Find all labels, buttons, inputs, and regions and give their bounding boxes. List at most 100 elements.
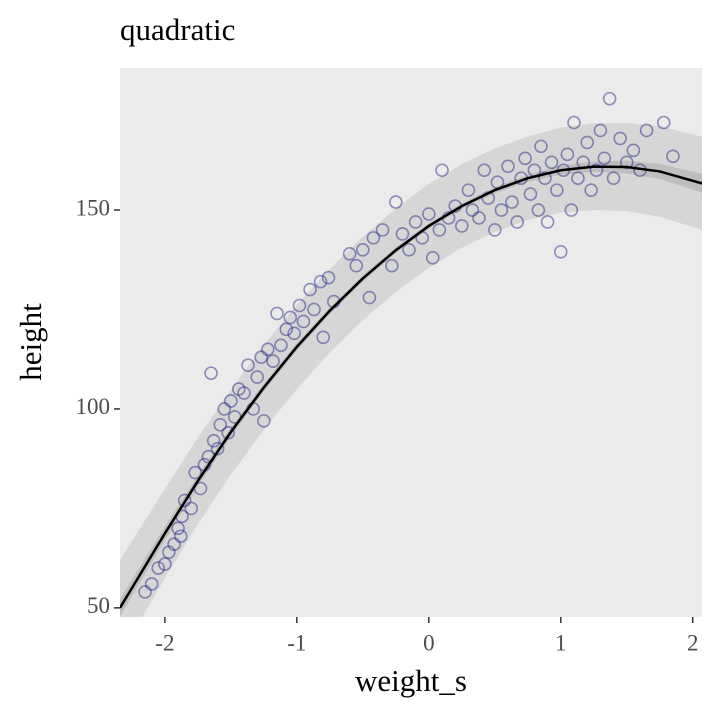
point [184, 501, 199, 516]
point [501, 159, 515, 174]
point [656, 115, 671, 130]
point [321, 270, 336, 285]
point [151, 561, 166, 575]
point [602, 91, 617, 106]
point [349, 258, 364, 273]
chart-title: quadratic [120, 12, 235, 47]
point [221, 426, 236, 440]
x-tick-label: -1 [287, 630, 306, 655]
x-tick-label: 1 [555, 630, 567, 655]
y-tick-label: 150 [76, 195, 111, 220]
point [465, 203, 480, 217]
point [204, 366, 218, 380]
point [162, 545, 176, 559]
point [224, 394, 238, 408]
point [167, 537, 181, 551]
point [366, 231, 381, 245]
point [488, 223, 502, 237]
point [316, 330, 331, 345]
point [257, 414, 271, 428]
point [356, 243, 370, 257]
point [171, 521, 185, 536]
point [362, 290, 377, 305]
point [432, 223, 447, 237]
point [296, 314, 311, 329]
point [580, 135, 594, 150]
point [639, 123, 654, 138]
point [158, 557, 172, 571]
point [518, 151, 532, 166]
point [292, 298, 307, 313]
point [173, 529, 188, 544]
point [425, 250, 440, 265]
y-tick-label: 50 [87, 593, 110, 618]
point [307, 302, 321, 317]
point [408, 215, 423, 229]
point [231, 382, 246, 396]
point [375, 223, 390, 237]
point [564, 203, 579, 217]
x-tick-label: -2 [155, 630, 174, 655]
point [241, 358, 255, 372]
point [560, 147, 575, 162]
point [477, 163, 492, 178]
point [584, 183, 598, 197]
point [613, 131, 627, 146]
point [385, 258, 399, 273]
plot-area [120, 91, 702, 617]
point [213, 418, 228, 432]
x-axis-title: weight_s [355, 663, 467, 698]
point [553, 244, 568, 259]
point [626, 143, 641, 158]
point [144, 577, 159, 591]
y-tick-label: 100 [76, 394, 111, 419]
point [666, 149, 680, 164]
point [544, 155, 559, 170]
point [177, 493, 192, 508]
point [472, 211, 486, 225]
point [395, 227, 410, 241]
point [523, 187, 538, 201]
point [534, 139, 548, 154]
point [206, 433, 221, 448]
point [593, 123, 608, 138]
point [455, 219, 469, 233]
x-tick-label: 2 [687, 630, 699, 655]
point [461, 183, 476, 197]
point [342, 246, 357, 261]
point [422, 207, 436, 221]
point [237, 386, 251, 400]
point [571, 171, 585, 185]
point [266, 354, 280, 368]
point [389, 195, 403, 209]
point [540, 215, 555, 229]
point [210, 441, 225, 456]
point [597, 151, 612, 166]
y-axis-title: height [13, 303, 48, 381]
point [494, 203, 509, 217]
point [274, 338, 288, 353]
point [188, 465, 203, 480]
point [217, 402, 232, 416]
fit-line [120, 165, 702, 609]
point [531, 203, 546, 217]
point [313, 274, 328, 289]
point [435, 163, 449, 178]
point [250, 370, 265, 384]
point [261, 342, 275, 357]
point [287, 326, 302, 341]
point [538, 171, 552, 185]
point [550, 183, 564, 197]
point [567, 115, 581, 130]
point [606, 171, 621, 185]
point [138, 585, 152, 599]
point [505, 195, 519, 209]
point [402, 243, 416, 257]
point [279, 322, 294, 337]
point [589, 163, 604, 178]
point [283, 310, 298, 325]
point [510, 215, 525, 229]
point [303, 282, 317, 297]
